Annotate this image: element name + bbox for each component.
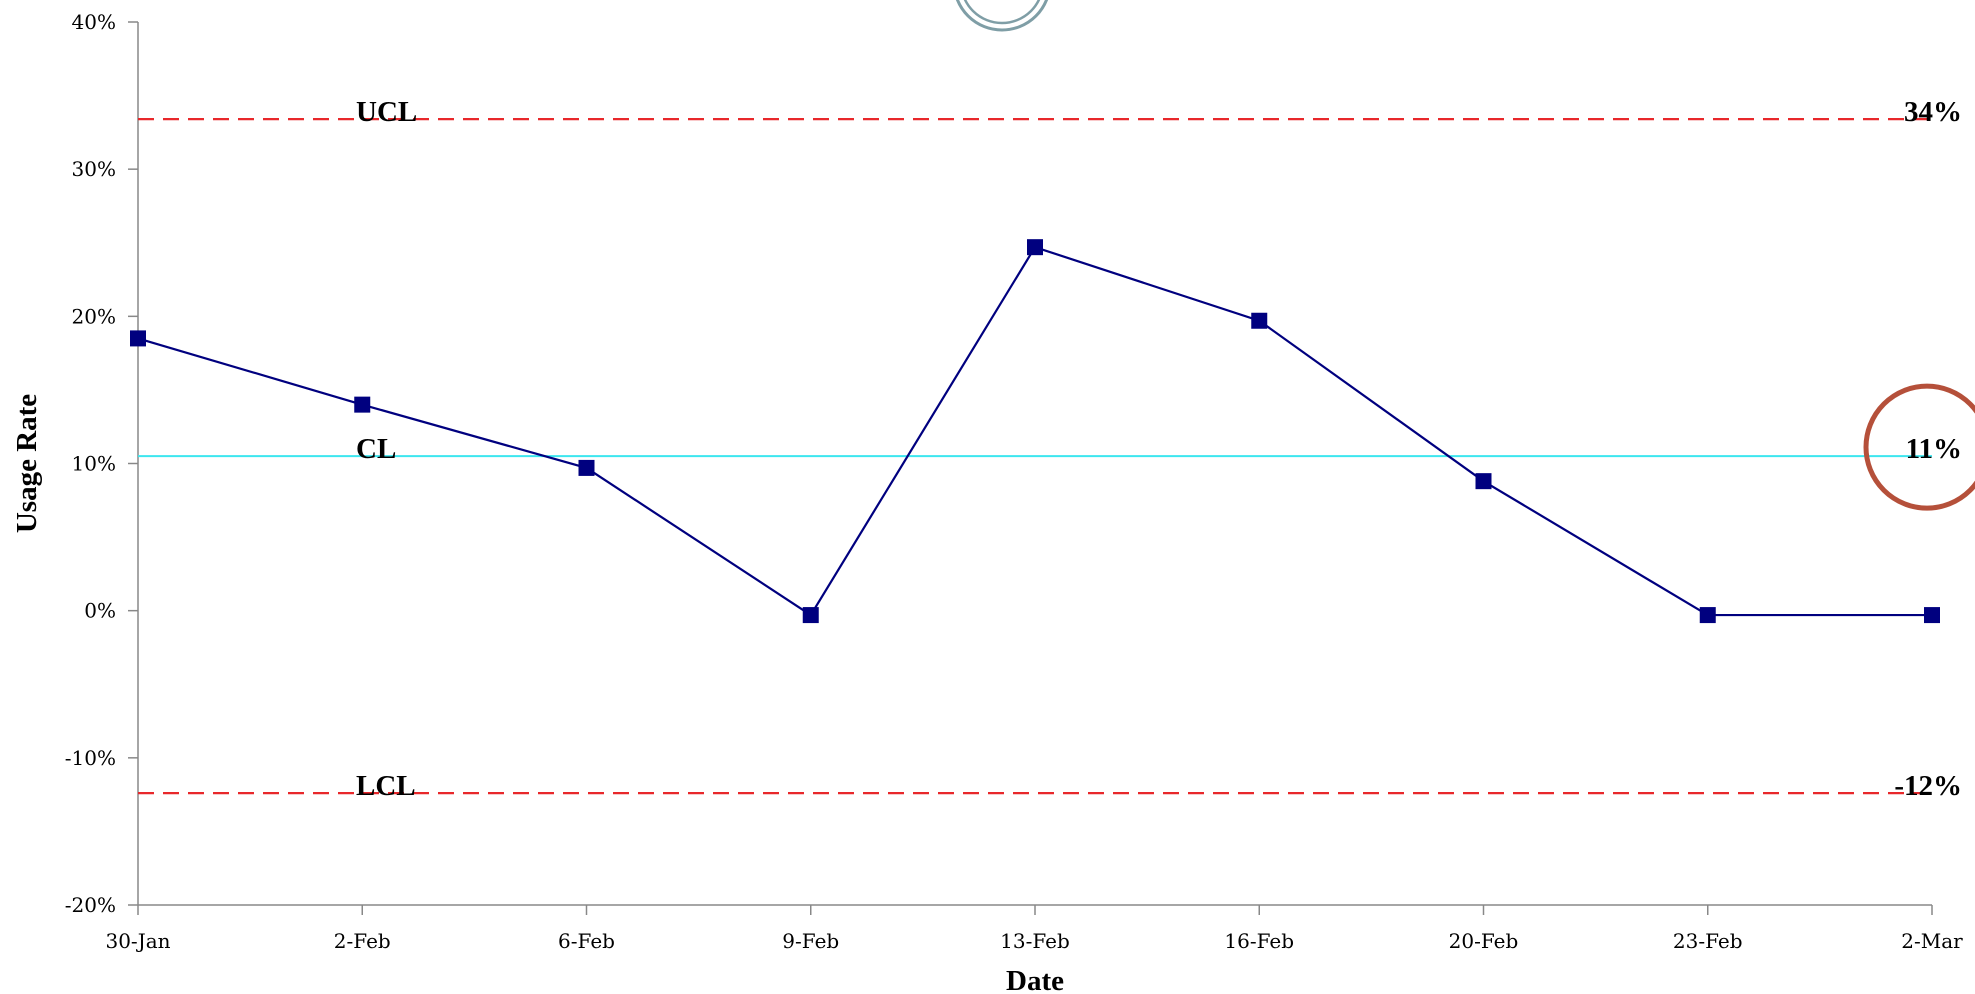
x-tick-label: 9-Feb xyxy=(782,929,839,953)
y-tick-label: 20% xyxy=(72,304,116,328)
y-tick-label: 40% xyxy=(72,10,116,34)
data-point-marker xyxy=(1924,607,1940,624)
x-tick-label: 13-Feb xyxy=(1000,929,1070,953)
cl-highlight-circle xyxy=(1863,383,1975,511)
x-tick-label: 2-Feb xyxy=(334,929,391,953)
y-tick-label: 0% xyxy=(84,599,116,623)
lcl-value-label: -12% xyxy=(1894,770,1962,802)
data-point-marker xyxy=(802,607,819,624)
top-circle-decoration xyxy=(955,0,1049,32)
x-tick-label: 23-Feb xyxy=(1673,929,1743,953)
usage-rate-series xyxy=(130,239,1940,624)
x-tick-label: 16-Feb xyxy=(1224,929,1294,953)
y-tick-label: 10% xyxy=(72,452,116,476)
data-point-marker xyxy=(1027,239,1043,256)
x-tick-label: 20-Feb xyxy=(1449,929,1519,953)
x-tick-label: 6-Feb xyxy=(558,929,615,953)
data-point-marker xyxy=(1251,312,1268,329)
data-point-marker xyxy=(1475,473,1492,490)
y-axis-title: Usage Rate xyxy=(11,394,43,533)
y-tick-label: -20% xyxy=(65,893,116,917)
data-point-marker xyxy=(578,459,595,476)
data-point-marker xyxy=(1699,607,1716,624)
x-axis-title: Date xyxy=(1006,965,1064,994)
cl-value-label: 11% xyxy=(1906,433,1962,465)
x-axis-ticks: 30-Jan 2-Feb 6-Feb 9-Feb 13-Feb 16-Feb 20-Feb 2… xyxy=(105,905,1963,953)
x-tick-label: 30-Jan xyxy=(105,929,170,953)
ucl-value-label: 34% xyxy=(1904,96,1962,128)
usage-rate-line xyxy=(137,245,1932,617)
cl-label: CL xyxy=(356,433,396,465)
control-limit-lines xyxy=(138,118,1932,795)
data-point-marker xyxy=(354,396,371,413)
y-tick-label: 30% xyxy=(72,157,116,181)
data-point-marker xyxy=(130,330,146,347)
y-tick-label: -10% xyxy=(65,746,116,770)
ucl-label: UCL xyxy=(356,96,417,128)
x-tick-label: 2-Mar xyxy=(1901,929,1963,953)
lcl-label: LCL xyxy=(356,770,416,802)
y-axis-ticks: -20% -10% 0% 10% 20% 30% 40% xyxy=(65,10,138,917)
